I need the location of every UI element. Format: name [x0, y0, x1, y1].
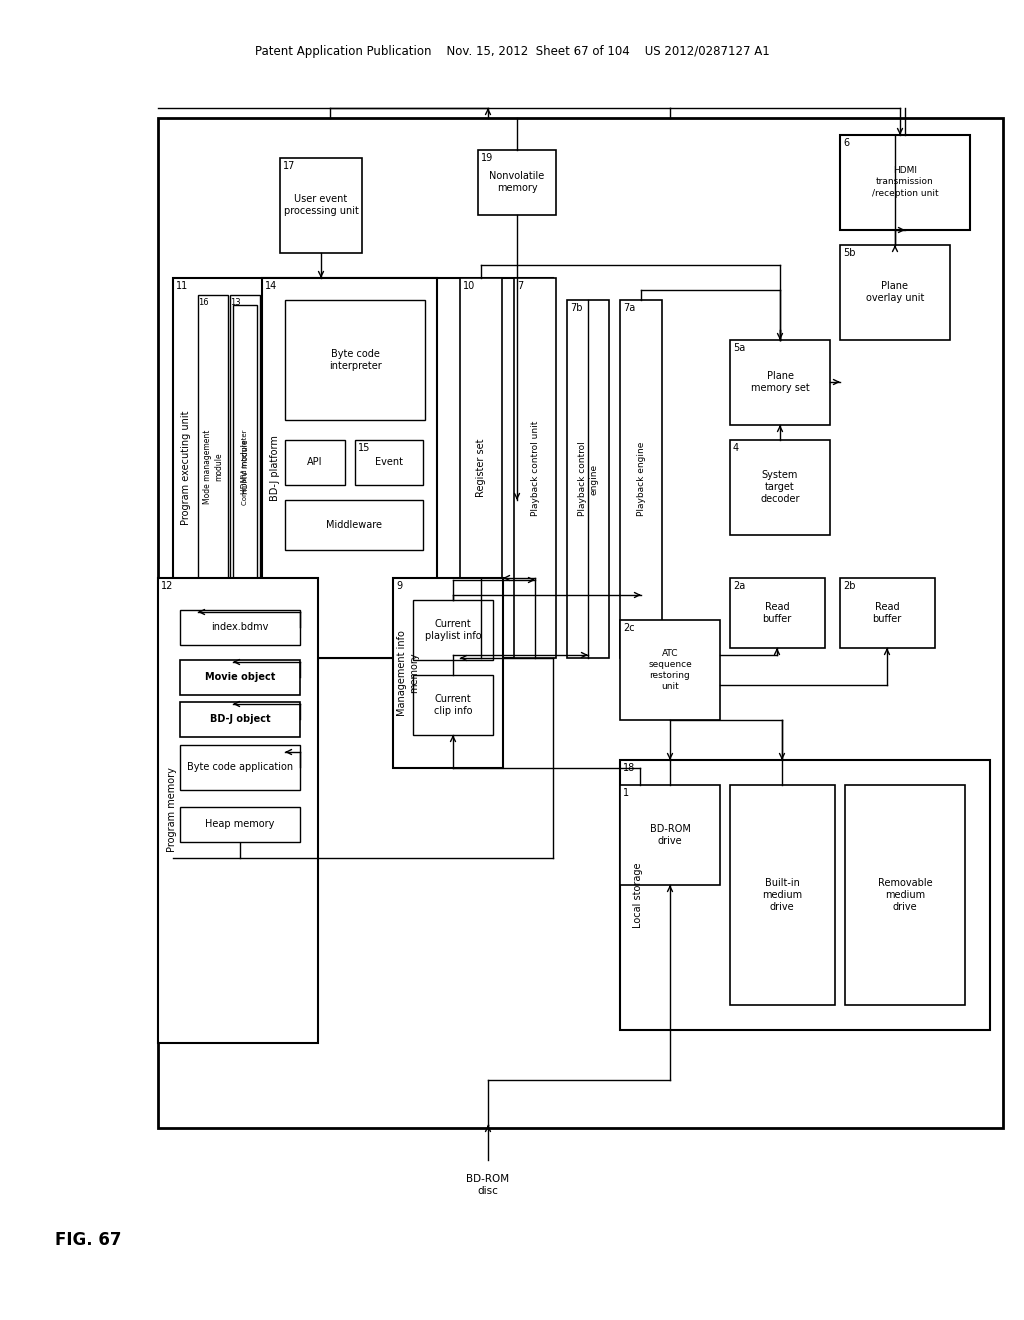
Text: BD-J platform: BD-J platform [270, 436, 280, 500]
Bar [620, 620, 720, 719]
Bar [180, 610, 300, 645]
Bar [478, 150, 556, 215]
Bar [413, 601, 493, 660]
Bar [413, 675, 493, 735]
Text: Event: Event [375, 457, 403, 467]
Bar [180, 807, 300, 842]
Bar [730, 785, 835, 1005]
Text: Plane
memory set: Plane memory set [751, 371, 809, 393]
Text: 2b: 2b [843, 581, 855, 591]
Text: 5b: 5b [843, 248, 855, 257]
Text: 19: 19 [481, 153, 494, 162]
Bar [393, 578, 503, 768]
Text: Mode management
module: Mode management module [203, 430, 223, 504]
Text: 2c: 2c [623, 623, 635, 634]
Bar [262, 279, 437, 657]
Bar [198, 294, 228, 640]
Bar [730, 578, 825, 648]
Text: BD-ROM
disc: BD-ROM disc [467, 1173, 510, 1196]
Bar [355, 440, 423, 484]
Text: Playback engine: Playback engine [637, 442, 645, 516]
Text: 13: 13 [230, 298, 241, 308]
Text: 11: 11 [176, 281, 188, 290]
Text: Program executing unit: Program executing unit [181, 411, 191, 525]
Bar [180, 660, 300, 696]
Bar [620, 760, 990, 1030]
Text: 9: 9 [396, 581, 402, 591]
Text: Nonvolatile
memory: Nonvolatile memory [489, 170, 545, 193]
Text: Heap memory: Heap memory [206, 818, 274, 829]
Bar [233, 305, 257, 630]
Text: Program memory: Program memory [167, 767, 177, 853]
Bar [285, 500, 423, 550]
Text: Command interpreter: Command interpreter [242, 429, 248, 504]
Text: Middleware: Middleware [326, 520, 382, 531]
Text: Read
buffer: Read buffer [872, 602, 901, 624]
Bar [730, 440, 830, 535]
Text: 7a: 7a [623, 304, 635, 313]
Bar [180, 744, 300, 789]
Bar [180, 702, 300, 737]
Text: 10: 10 [463, 281, 475, 290]
Text: API: API [307, 457, 323, 467]
Bar [230, 294, 260, 640]
Text: 6: 6 [843, 139, 849, 148]
Bar [840, 578, 935, 648]
Bar [845, 785, 965, 1005]
Text: 1: 1 [623, 788, 629, 799]
Text: 14: 14 [265, 281, 278, 290]
Text: index.bdmv: index.bdmv [211, 622, 268, 632]
Text: Register set: Register set [476, 438, 486, 498]
Text: 7b: 7b [570, 304, 583, 313]
Text: Current
playlist info: Current playlist info [425, 619, 481, 642]
Bar [567, 300, 609, 657]
Text: Read
buffer: Read buffer [763, 602, 792, 624]
Text: Patent Application Publication    Nov. 15, 2012  Sheet 67 of 104    US 2012/0287: Patent Application Publication Nov. 15, … [255, 45, 769, 58]
Text: BD-ROM
drive: BD-ROM drive [649, 824, 690, 846]
Text: 18: 18 [623, 763, 635, 774]
Text: HDMI
transmission
/reception unit: HDMI transmission /reception unit [871, 166, 938, 198]
Text: 16: 16 [198, 298, 209, 308]
Text: 15: 15 [358, 444, 371, 453]
Text: Current
clip info: Current clip info [434, 694, 472, 717]
Text: Management info
memory: Management info memory [397, 630, 419, 715]
Text: ATC
sequence
restoring
unit: ATC sequence restoring unit [648, 649, 692, 692]
Text: Byte code application: Byte code application [187, 762, 293, 772]
Text: FIG. 67: FIG. 67 [54, 1232, 121, 1249]
Text: Byte code
interpreter: Byte code interpreter [329, 348, 381, 371]
Text: 5a: 5a [733, 343, 745, 352]
Text: Built-in
medium
drive: Built-in medium drive [762, 878, 802, 912]
Text: User event
processing unit: User event processing unit [284, 194, 358, 216]
Bar [840, 135, 970, 230]
Bar [730, 341, 830, 425]
Text: System
target
decoder: System target decoder [760, 470, 800, 504]
Text: 7: 7 [517, 281, 523, 290]
Text: BD-J object: BD-J object [210, 714, 270, 723]
Bar [285, 440, 345, 484]
Bar [280, 158, 362, 253]
Text: Movie object: Movie object [205, 672, 275, 682]
Bar [620, 785, 720, 884]
Text: Plane
overlay unit: Plane overlay unit [866, 281, 925, 304]
Text: Playback control
engine: Playback control engine [578, 442, 598, 516]
Text: Removable
medium
drive: Removable medium drive [878, 878, 932, 912]
Bar [840, 246, 950, 341]
Bar [460, 279, 502, 657]
Text: 2a: 2a [733, 581, 745, 591]
Bar [173, 279, 553, 657]
Text: 4: 4 [733, 444, 739, 453]
Text: 17: 17 [283, 161, 295, 172]
Text: Local storage: Local storage [633, 862, 643, 928]
Text: HDMV module: HDMV module [241, 440, 250, 494]
Bar [620, 300, 662, 657]
Text: 12: 12 [161, 581, 173, 591]
Bar [514, 279, 556, 657]
Bar [158, 578, 318, 1043]
Bar [158, 117, 1002, 1129]
Bar [285, 300, 425, 420]
Text: Playback control unit: Playback control unit [530, 420, 540, 516]
